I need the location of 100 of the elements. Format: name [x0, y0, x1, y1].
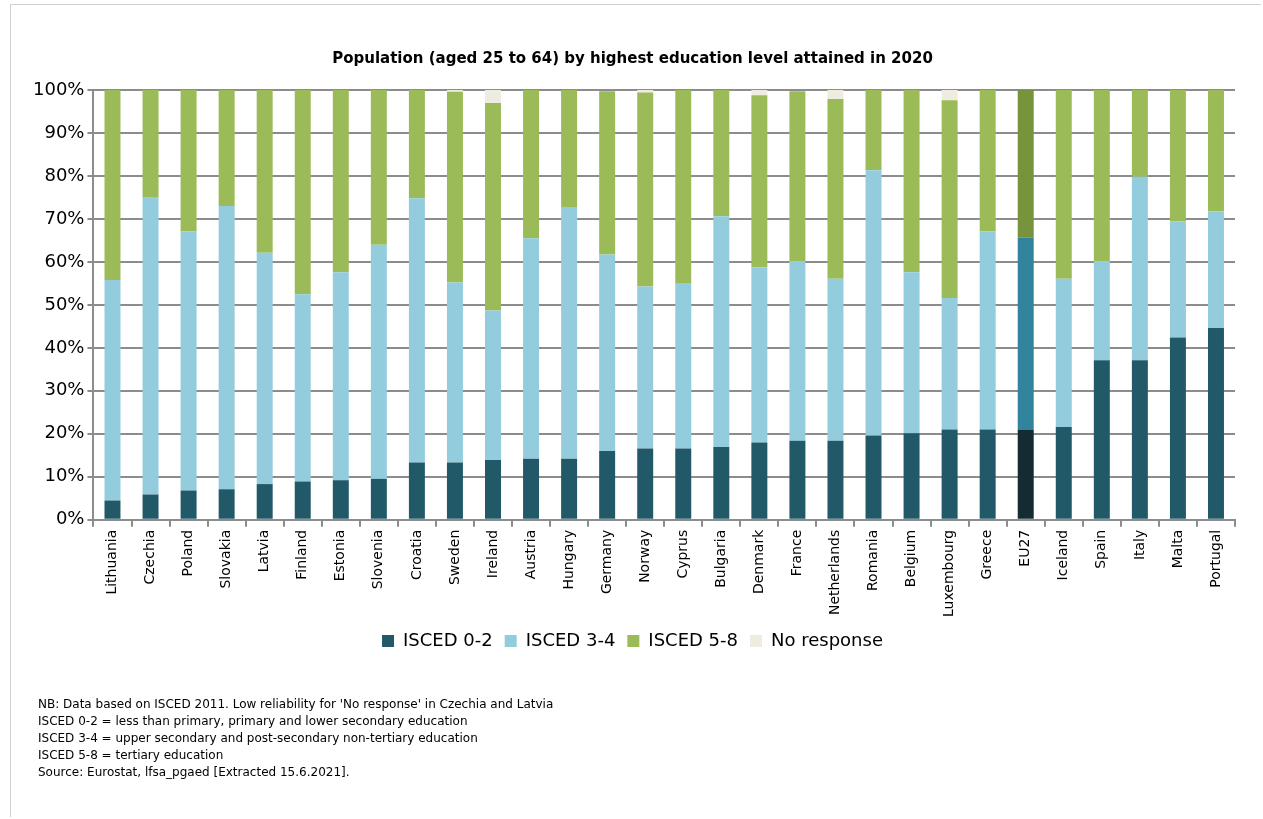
legend-label: ISCED 0-2	[403, 628, 493, 650]
x-tick-label: Croatia	[407, 529, 424, 581]
x-tick-label: Hungary	[559, 529, 576, 590]
bar	[142, 197, 159, 495]
bar	[941, 298, 958, 430]
x-tick-label: Spain	[1092, 529, 1109, 569]
y-tick-label: 80%	[44, 163, 85, 185]
bar	[104, 90, 121, 280]
bar	[1131, 90, 1148, 177]
bar	[332, 90, 349, 273]
text: NB: Data based on ISCED 2011. Low reliability for 'No response' in Czechia and Latvia	[38, 696, 554, 713]
bar	[1093, 261, 1110, 361]
bar	[1169, 221, 1186, 338]
bar	[485, 310, 501, 461]
bar	[523, 238, 540, 459]
y-tick-label: 20%	[44, 421, 85, 443]
x-tick-label: Austria	[521, 529, 538, 580]
x-tick-label: Norway	[635, 529, 652, 583]
bar	[637, 448, 654, 519]
x-tick-label: Cyprus	[673, 529, 690, 579]
bar	[675, 283, 692, 449]
bar	[827, 99, 844, 279]
bar	[180, 90, 197, 232]
x-tick-label: Greece	[978, 529, 995, 580]
bar	[256, 90, 273, 253]
bar	[1093, 90, 1110, 262]
x-tick-label: Finland	[293, 529, 310, 580]
x-tick-label: Netherlands	[826, 529, 843, 616]
y-tick-label: 90%	[44, 120, 85, 142]
bar	[256, 484, 273, 519]
bar	[180, 231, 197, 491]
bar	[751, 442, 768, 519]
x-tick-label: Estonia	[331, 529, 348, 582]
bar	[142, 90, 159, 198]
legend-label: ISCED 5-8	[648, 628, 739, 650]
legend-label: No response	[771, 628, 883, 650]
bar	[1207, 211, 1224, 329]
bar	[561, 90, 578, 208]
bar	[1131, 176, 1148, 361]
bar	[332, 480, 349, 519]
bar	[561, 207, 578, 459]
x-tick-label: Poland	[179, 529, 196, 577]
bar	[1169, 337, 1186, 519]
bar	[979, 429, 996, 519]
bar	[485, 90, 501, 103]
bar	[713, 216, 730, 448]
bar	[751, 267, 768, 443]
bar	[941, 90, 958, 101]
bar	[751, 95, 768, 268]
bar	[827, 90, 844, 100]
bar	[1169, 90, 1186, 222]
x-tick-label: Ireland	[483, 529, 500, 579]
y-tick-label: 40%	[44, 335, 85, 357]
bar	[485, 460, 501, 519]
x-tick-label: Italy	[1130, 529, 1147, 561]
bar	[751, 90, 768, 96]
bar	[1207, 328, 1224, 519]
y-tick-label: 100%	[32, 77, 85, 99]
bar	[865, 170, 882, 436]
y-tick-label: 50%	[44, 292, 85, 314]
bar	[865, 435, 882, 519]
x-tick-label: France	[788, 529, 805, 577]
bar	[1055, 278, 1072, 427]
bar	[979, 231, 996, 430]
bar	[370, 90, 387, 245]
bar	[637, 92, 654, 287]
bar	[903, 90, 920, 273]
bar	[256, 252, 273, 485]
bar	[713, 447, 730, 519]
bar	[485, 102, 501, 311]
bar	[446, 282, 463, 463]
bar	[599, 450, 616, 519]
x-tick-label: Lithuania	[103, 529, 120, 595]
source-note: Source: Eurostat, lfsa_pgaed [Extracted 15.6.2021].	[38, 764, 351, 781]
bar	[1017, 429, 1034, 519]
bar	[446, 462, 463, 519]
legend-label: ISCED 3-4	[525, 628, 616, 650]
bar	[1017, 237, 1034, 430]
bar	[294, 294, 311, 482]
bar	[370, 478, 387, 519]
bar	[1207, 90, 1224, 212]
bar	[903, 433, 920, 519]
y-tick-label: 10%	[44, 464, 85, 486]
bar	[1055, 426, 1072, 519]
bar	[941, 100, 958, 298]
text: ISCED 3-4 = upper secondary and post-secondary non-tertiary education	[38, 730, 479, 747]
bar	[637, 286, 654, 449]
bar	[1131, 360, 1148, 519]
x-tick-label: Sweden	[445, 529, 462, 586]
bar	[218, 206, 235, 490]
bar	[599, 254, 616, 451]
x-tick-label: Portugal	[1206, 529, 1223, 588]
bar	[370, 244, 387, 479]
x-tick-label: Slovakia	[217, 529, 234, 589]
bar	[713, 90, 730, 217]
x-tick-label: EU27	[1016, 529, 1033, 567]
x-tick-label: Denmark	[750, 528, 766, 595]
bar	[865, 90, 882, 171]
y-tick-label: 30%	[44, 378, 85, 400]
bar	[142, 494, 159, 519]
